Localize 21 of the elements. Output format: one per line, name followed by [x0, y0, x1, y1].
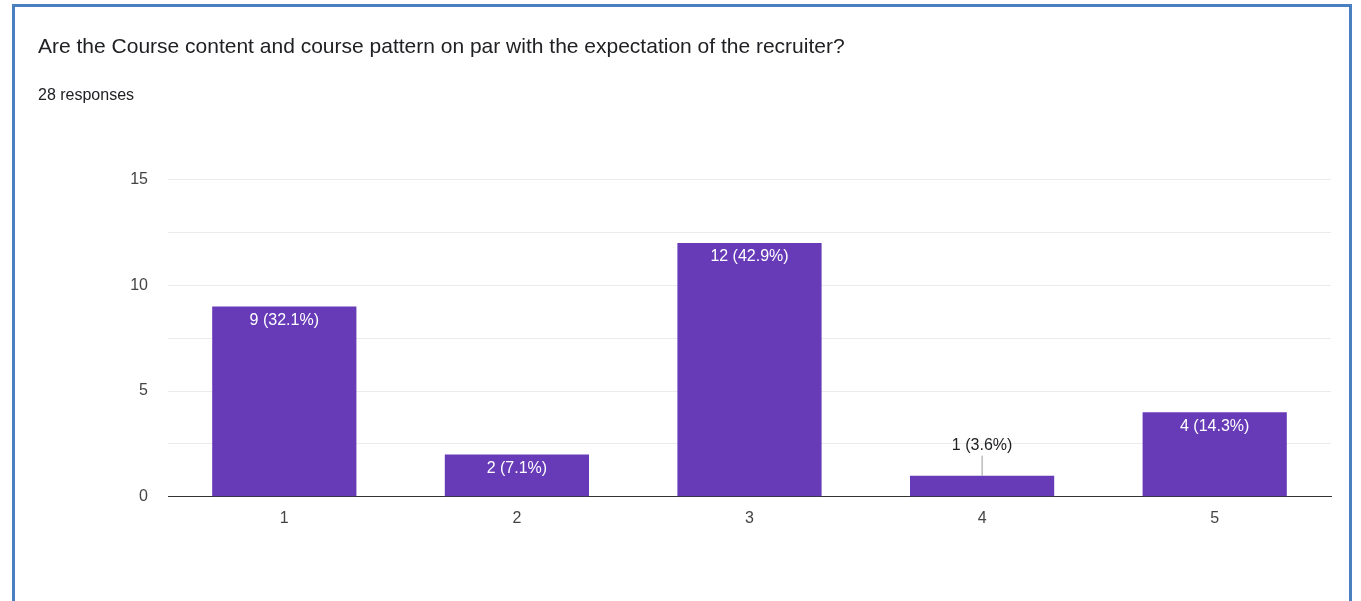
chart-title: Are the Course content and course pattern on par with the expectation of the recruiter?	[38, 34, 845, 58]
x-tick-label: 4	[977, 508, 987, 526]
bar	[444, 454, 590, 497]
data-label: 12 (42.9%)	[710, 247, 789, 265]
y-tick-label: 0	[139, 487, 149, 505]
data-label: 9 (32.1%)	[249, 310, 319, 328]
x-tick-label: 2	[512, 508, 522, 526]
chart-subtitle: 28 responses	[38, 86, 135, 104]
bar	[909, 475, 1055, 497]
y-tick-label: 10	[130, 275, 149, 293]
data-label: 1 (3.6%)	[951, 436, 1013, 454]
bar	[1142, 412, 1287, 497]
data-label: 4 (14.3%)	[1180, 416, 1250, 434]
bar	[677, 243, 822, 497]
x-tick-label: 1	[279, 508, 289, 526]
x-tick-label: 5	[1210, 508, 1220, 526]
y-tick-label: 5	[139, 381, 149, 399]
y-tick-label: 15	[130, 170, 149, 188]
x-tick-label: 3	[745, 508, 755, 526]
bar	[212, 306, 357, 497]
data-label: 2 (7.1%)	[486, 458, 548, 476]
